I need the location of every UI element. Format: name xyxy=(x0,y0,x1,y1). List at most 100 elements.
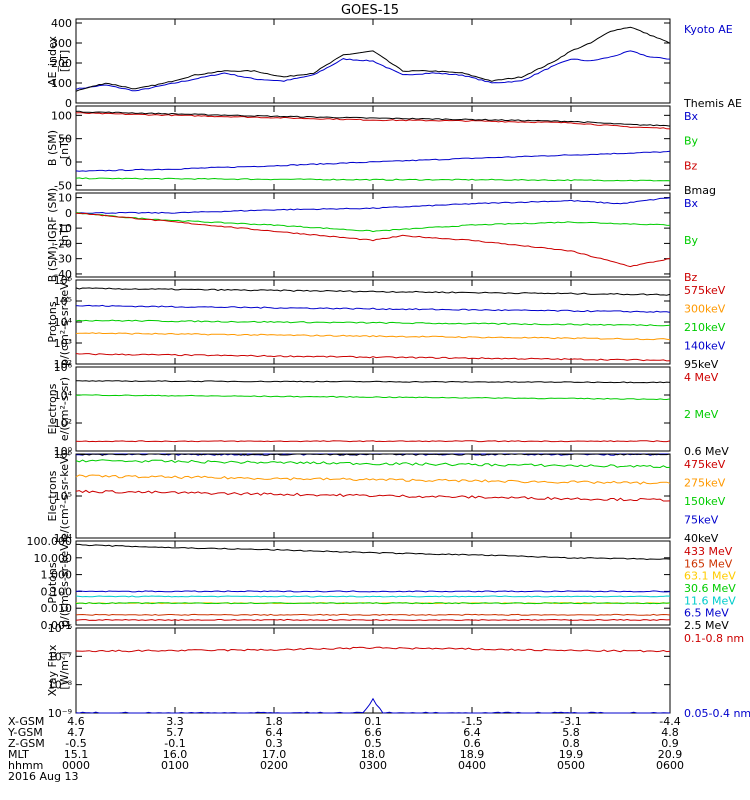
y-tick-label: 100 xyxy=(51,77,72,90)
ephemeris-table: X-GSM 4.6 3.3 1.8 0.1 -1.5 -3.1 -4.4 Y-GSM 4.7 5.7… xyxy=(7,715,684,783)
ephemeris-value: -1.5 xyxy=(461,715,482,728)
ephemeris-value: 6.4 xyxy=(463,726,481,739)
y-tick-label: 0 xyxy=(65,156,72,169)
y-tick-label: 10⁻⁹ xyxy=(48,707,72,720)
y-tick-label: 0 xyxy=(65,97,72,110)
y-tick-label: -40 xyxy=(54,268,72,281)
y-tick-label: 10⁵ xyxy=(54,490,72,503)
ephemeris-value: -4.4 xyxy=(659,715,680,728)
ephemeris-value: 15.1 xyxy=(64,748,89,761)
series-line xyxy=(75,602,671,605)
date-label: 2016 Aug 13 xyxy=(8,770,78,783)
y-axis-label: Protons xyxy=(46,301,59,342)
y-axis-label: e/(cm²-s-sr-keV) xyxy=(58,452,71,540)
ephemeris-value: 0.6 xyxy=(463,737,481,750)
y-tick-label: 0.010 xyxy=(41,602,73,615)
series-line xyxy=(75,474,671,485)
series-line xyxy=(75,50,671,92)
y-tick-label: -50 xyxy=(54,179,72,192)
legend-entry: 4 MeV xyxy=(684,371,719,384)
panel-3: -40 -30 -20 -10 0 10B (SM)-IGRF (SM) [nT] Bx By B… xyxy=(46,188,699,284)
series-line xyxy=(75,613,671,616)
ephemeris-value: 20.9 xyxy=(658,748,683,761)
ephemeris-value: 17.0 xyxy=(262,748,287,761)
legend-entry: 30.6 MeV xyxy=(684,582,736,595)
panel-frame xyxy=(75,540,671,626)
series-line xyxy=(75,177,671,182)
legend-entry: 2.5 MeV xyxy=(684,619,729,632)
panel-2: -50 0 50 100 B (SM) [nT] Bx By Bz Bmag xyxy=(46,105,716,197)
series-line xyxy=(75,489,671,502)
panel-frame xyxy=(75,192,671,278)
series-line xyxy=(75,150,671,172)
ephemeris-value: 0600 xyxy=(656,759,684,772)
y-tick-label: 10⁵ xyxy=(54,295,72,308)
ephemeris-value: 18.9 xyxy=(460,748,485,761)
series-line xyxy=(75,697,671,714)
y-tick-label: 10 xyxy=(58,192,72,205)
legend-entry: Bx xyxy=(684,197,699,210)
panel-frame xyxy=(75,105,671,191)
ephemeris-value: 0000 xyxy=(62,759,90,772)
ephemeris-value: -0.5 xyxy=(65,737,86,750)
ephemeris-row-label: hhmm xyxy=(8,759,43,772)
y-tick-label: 400 xyxy=(51,17,72,30)
y-tick-label: 10⁻⁶ xyxy=(48,622,73,635)
y-tick-label: 10⁴ xyxy=(54,316,73,329)
legend-entry: Kyoto AE xyxy=(684,23,733,36)
panel-7: 0.001 0.010 0.100 1.000 10.000 100.000 Protons… xyxy=(27,535,737,632)
y-tick-label: -30 xyxy=(54,253,72,266)
series-line xyxy=(75,459,671,469)
legend-entry: 0.6 MeV xyxy=(684,445,729,458)
ephemeris-value: 0400 xyxy=(458,759,486,772)
y-tick-label: 10⁴ xyxy=(54,389,73,402)
y-tick-label: 10⁰ xyxy=(54,445,73,458)
y-tick-label: 1.000 xyxy=(41,569,73,582)
series-line xyxy=(75,287,671,296)
legend-entry: Bx xyxy=(684,110,699,123)
y-axis-label: [nT] xyxy=(58,137,71,159)
legend-entry: 165 MeV xyxy=(684,557,733,570)
y-axis-label: Electrons xyxy=(46,383,59,434)
legend-entry: 140keV xyxy=(684,340,726,353)
plot-title: GOES-15 xyxy=(341,3,399,18)
series-line xyxy=(75,394,671,401)
ephemeris-value: 18.0 xyxy=(361,748,386,761)
y-axis-label: Electrons xyxy=(46,470,59,521)
y-axis-label: p/(cm²-s-sr-keV) xyxy=(58,278,71,366)
ephemeris-row-label: Z-GSM xyxy=(8,737,45,750)
y-tick-label: -10 xyxy=(54,222,72,235)
ephemeris-row-label: X-GSM xyxy=(8,715,44,728)
legend-entry: 210keV xyxy=(684,321,726,334)
panel-4: 10² 10³ 10⁴ 10⁵ 10⁶ Protons p/(cm²-s-sr-keV) 57… xyxy=(46,274,726,371)
legend-entry: Bmag xyxy=(684,184,716,197)
ephemeris-value: -0.1 xyxy=(164,737,185,750)
series-line xyxy=(75,26,671,92)
series-line xyxy=(75,197,671,214)
series-line xyxy=(75,112,671,130)
y-axis-label: [nT] xyxy=(58,50,71,72)
legend-entry: 63.1 MeV xyxy=(684,570,736,583)
ephemeris-value: 3.3 xyxy=(166,715,184,728)
y-tick-label: 100.000 xyxy=(27,535,73,548)
series-line xyxy=(75,110,671,127)
series-line xyxy=(75,319,671,327)
y-tick-label: 10⁴ xyxy=(54,532,73,545)
y-axis-label: Protons xyxy=(46,562,59,603)
ephemeris-value: 0300 xyxy=(359,759,387,772)
series-line xyxy=(75,646,671,653)
y-tick-label: 10.000 xyxy=(34,552,73,565)
ephemeris-value: 0.3 xyxy=(265,737,283,750)
series-line xyxy=(75,595,671,598)
ephemeris-value: -3.1 xyxy=(560,715,581,728)
ephemeris-value: 6.6 xyxy=(364,726,382,739)
y-axis-label: [W/m²] xyxy=(58,651,71,689)
y-tick-label: 10² xyxy=(54,358,72,371)
y-tick-label: 50 xyxy=(58,133,72,146)
legend-entry: 0.1-0.8 nm xyxy=(684,632,744,645)
y-tick-label: 100 xyxy=(51,109,72,122)
series-line xyxy=(75,332,671,341)
y-axis-label: AE_index xyxy=(46,35,59,86)
legend-entry: 11.6 MeV xyxy=(684,594,736,607)
